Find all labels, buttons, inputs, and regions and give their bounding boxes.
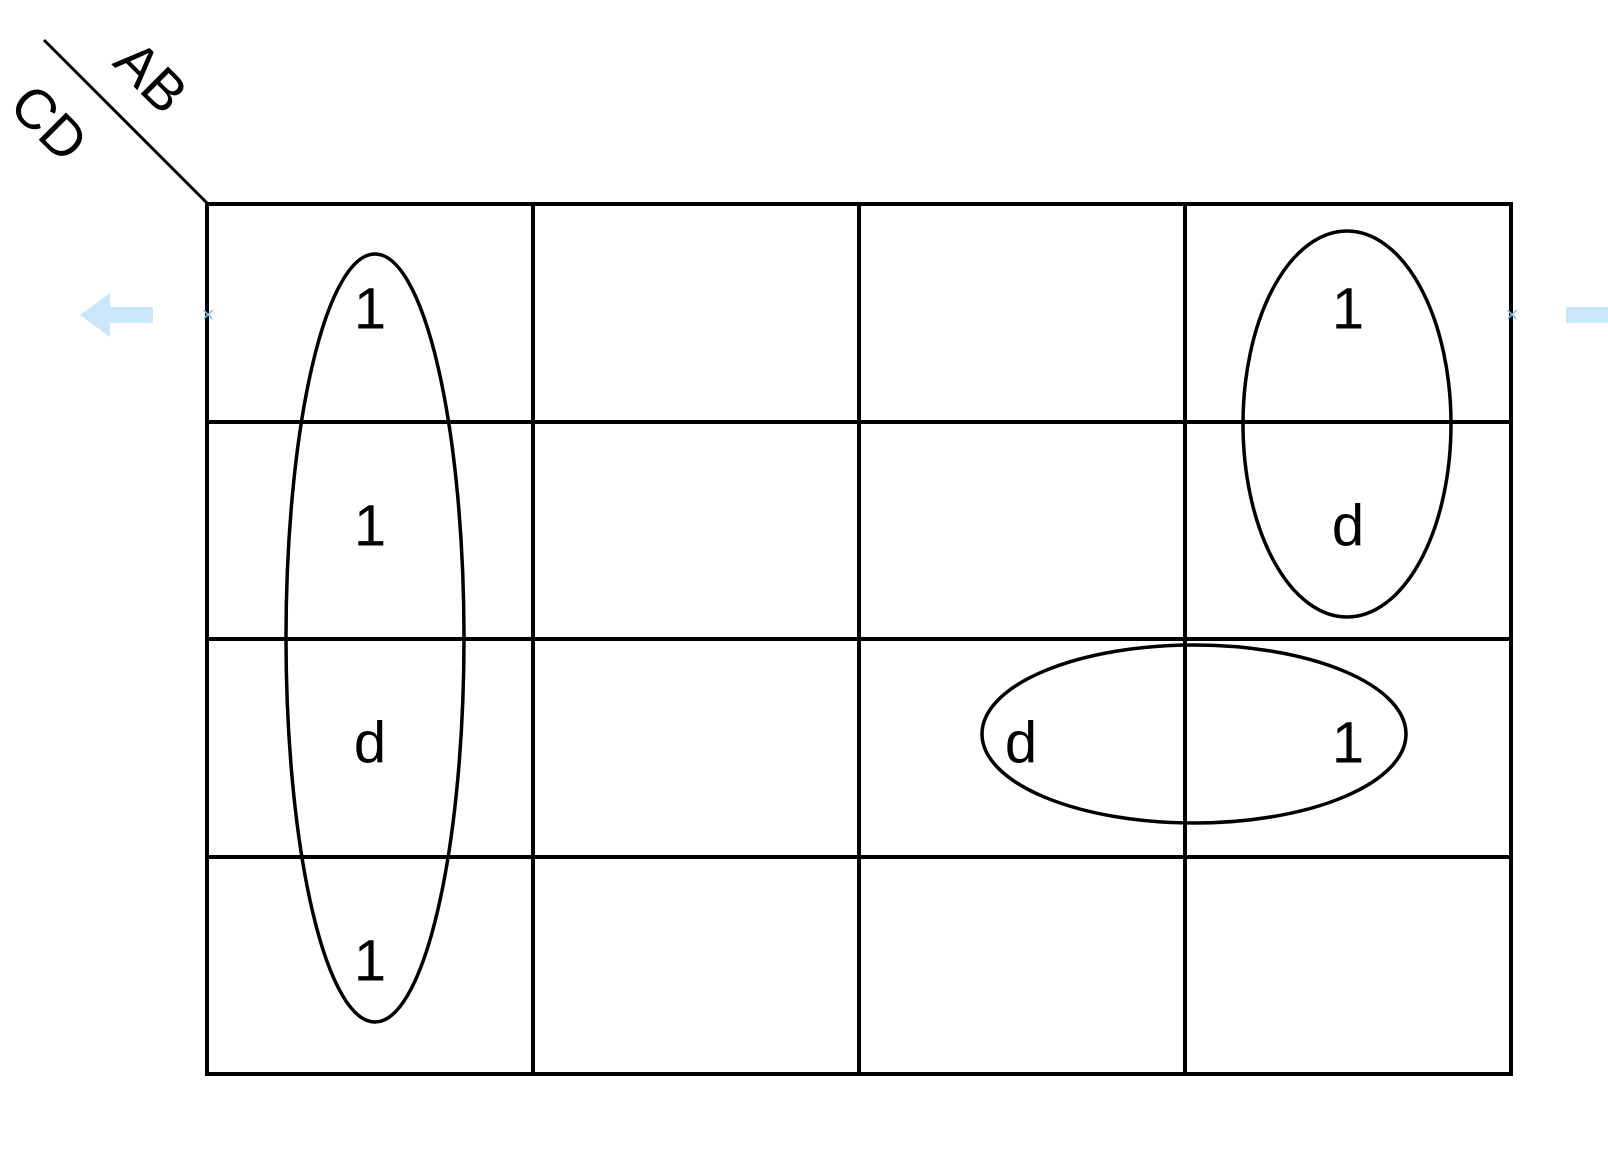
right-anchor-marker: × bbox=[1506, 302, 1519, 327]
arrow-right-icon bbox=[1566, 307, 1608, 323]
left-anchor-marker: × bbox=[202, 302, 215, 327]
group-loop bbox=[1241, 229, 1453, 619]
column-variables-label: AB bbox=[103, 28, 200, 125]
cell-value: 1 bbox=[1332, 276, 1364, 341]
left-connector-handle[interactable]: × bbox=[80, 293, 214, 337]
kmap-grid bbox=[205, 202, 1513, 1076]
right-connector-handle[interactable]: × bbox=[1506, 302, 1608, 327]
corner-diagonal-line bbox=[42, 38, 210, 206]
cell-value: 1 bbox=[354, 928, 386, 993]
arrow-left-icon bbox=[80, 293, 153, 337]
cell-value: d bbox=[1332, 493, 1364, 558]
cell-value: 1 bbox=[354, 276, 386, 341]
kmap-cells: 1 1 1 d d d 1 1 bbox=[354, 276, 1364, 993]
group-loop bbox=[980, 643, 1408, 825]
row-variables-label: CD bbox=[0, 72, 100, 174]
cell-value: d bbox=[1005, 710, 1037, 775]
cell-value: d bbox=[354, 710, 386, 775]
kmap-groups bbox=[284, 229, 1453, 1024]
group-loop bbox=[284, 252, 466, 1024]
cell-value: 1 bbox=[1332, 710, 1364, 775]
cell-value: 1 bbox=[354, 493, 386, 558]
